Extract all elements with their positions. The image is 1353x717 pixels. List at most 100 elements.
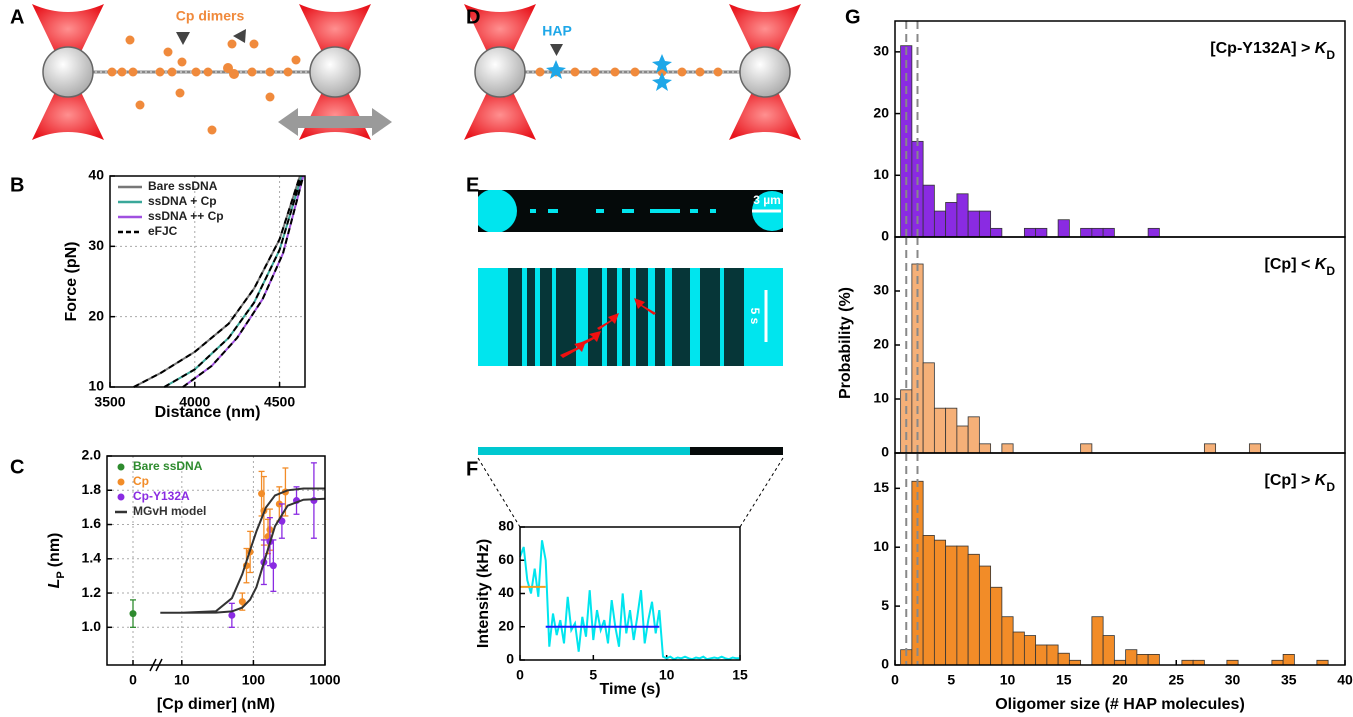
bar [933, 539, 947, 666]
plot-frame [106, 455, 326, 666]
bar [978, 565, 992, 666]
y-tick-label: 40 [88, 167, 104, 183]
x-axis-label: Oligomer size (# HAP molecules) [995, 696, 1245, 713]
bar [1023, 227, 1037, 238]
y-tick-label: 10 [873, 538, 889, 554]
data-point [129, 610, 137, 618]
annotation: [Cp] < KD [1265, 256, 1336, 278]
panel-label: E [466, 174, 479, 196]
legend-marker [117, 463, 125, 471]
data-line [160, 487, 326, 614]
bar [956, 545, 969, 666]
x-tick-label: 3500 [94, 394, 125, 410]
bar [1057, 219, 1070, 238]
y-axis-label-text: Probability (%) [837, 287, 854, 399]
x-tick-label: 10 [174, 672, 190, 688]
annotation-texts: A B C D E F G Cp dimers HAP 3 µm 5 s [10, 6, 861, 480]
y-axis-label-text: Intensity (kHz) [475, 539, 492, 648]
y-tick-label: 30 [873, 43, 889, 59]
annotation-subscript: D [1326, 48, 1335, 62]
cp-dimers-label: Cp dimers [176, 8, 245, 24]
bar [945, 202, 958, 238]
bar [1102, 635, 1115, 666]
annotation-text: [Cp] > [1265, 472, 1315, 489]
x-axis-label: [Cp dimer] (nM) [157, 696, 275, 713]
x-tick-label: 35 [1281, 672, 1297, 688]
y-tick-label: 1.8 [82, 481, 102, 497]
bar [1001, 616, 1014, 666]
y-tick-label: 1.4 [82, 549, 102, 565]
y-tick-label: 20 [873, 104, 889, 120]
y-tick-label: 2.0 [82, 447, 102, 463]
bar [1136, 654, 1149, 666]
data-line [519, 540, 740, 661]
y-tick-label: 20 [88, 307, 104, 323]
y-axis-label: Intensity (kHz) [475, 539, 492, 648]
y-axis-label-text: Force (pN) [63, 242, 80, 322]
y-tick-label: 0 [506, 651, 514, 667]
x-axis-label: Distance (nm) [155, 404, 261, 421]
x-tick-label: 0 [516, 667, 524, 683]
bar [1080, 443, 1093, 454]
bar [956, 193, 969, 238]
bar [1203, 443, 1217, 454]
panel-label: G [845, 6, 861, 28]
data-point [310, 497, 318, 505]
bar [1091, 227, 1104, 238]
panel-label: A [10, 6, 24, 28]
y-tick-label: 10 [873, 390, 889, 406]
x-tick-label: 25 [1168, 672, 1184, 688]
annotation-symbol: K [1315, 472, 1328, 489]
y-tick-label: 60 [498, 551, 514, 567]
panel-label: F [466, 458, 478, 480]
y-tick-label: 0 [881, 444, 889, 460]
bar [1012, 631, 1025, 666]
bar [922, 184, 935, 238]
y-tick-label: 1.0 [82, 618, 102, 634]
bar [1125, 649, 1138, 666]
bar [1035, 227, 1048, 238]
bar [990, 227, 1003, 238]
x-tick-label: 30 [1225, 672, 1241, 688]
bar [1091, 616, 1104, 666]
bar [1102, 227, 1115, 238]
legend-label: ssDNA ++ Cp [148, 209, 224, 223]
bar [1046, 644, 1059, 666]
y-axis-label-subscript: P [55, 571, 67, 578]
data-line [133, 175, 305, 388]
bar [956, 425, 969, 454]
bar [945, 407, 958, 454]
data-point [238, 598, 246, 606]
x-tick-label: 5 [947, 672, 955, 688]
y-axis-label-unit: (nm) [46, 533, 63, 568]
y-tick-label: 30 [873, 282, 889, 298]
bar [933, 407, 947, 454]
y-tick-label: 10 [873, 166, 889, 182]
bar [1080, 227, 1093, 238]
legend-label: Bare ssDNA [133, 459, 203, 473]
x-tick-label: 15 [1056, 672, 1072, 688]
kymograph-images [477, 190, 784, 528]
x-tick-label: 40 [1337, 672, 1353, 688]
y-tick-label: 10 [88, 378, 104, 394]
plot-frame [109, 175, 306, 388]
data-point [228, 611, 236, 619]
plot-frame [519, 526, 741, 661]
y-axis-label: Probability (%) [837, 287, 854, 399]
y-tick-label: 0 [881, 656, 889, 672]
x-tick-label: 100 [242, 672, 266, 688]
x-tick-label: 0 [129, 672, 137, 688]
legend-label: Bare ssDNA [148, 179, 218, 193]
legend-label: ssDNA + Cp [148, 194, 217, 208]
y-tick-label: 5 [881, 597, 889, 613]
panel-label: C [10, 456, 24, 478]
plot-frame [894, 452, 1346, 666]
x-tick-label: 5 [589, 667, 597, 683]
panel-label: D [466, 6, 480, 28]
x-tick-label: 4500 [264, 394, 295, 410]
annotation-subscript: D [1326, 264, 1335, 278]
annotation: [Cp-Y132A] > KD [1210, 40, 1335, 62]
illustration-d [463, 3, 802, 141]
bar [933, 210, 947, 238]
